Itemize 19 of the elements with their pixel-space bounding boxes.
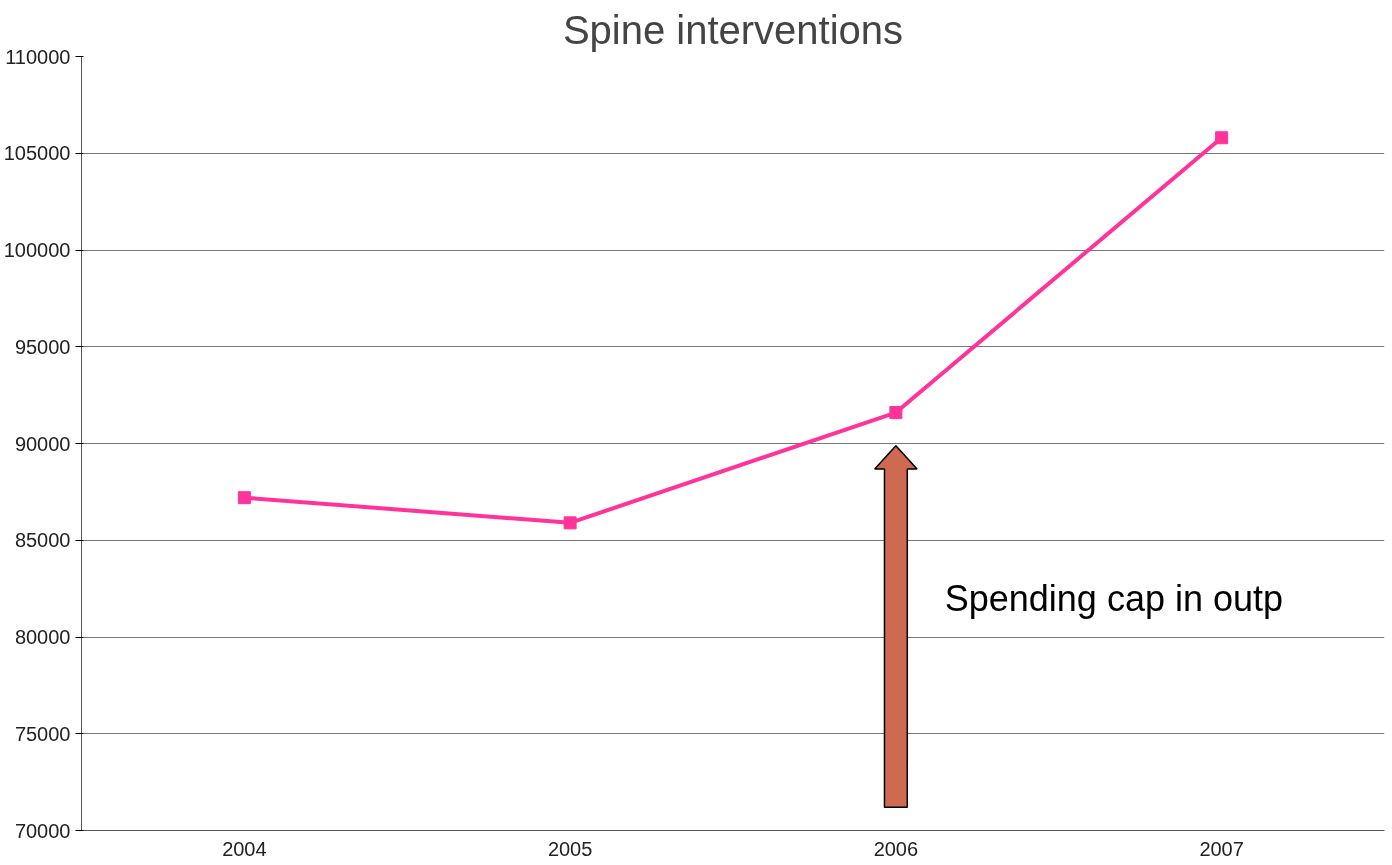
x-tick-label: 2007: [1199, 837, 1244, 860]
annotation: Spending cap in outp: [944, 577, 1284, 619]
point: [889, 406, 903, 420]
chart-title: Spine interventions: [562, 7, 904, 52]
y-tick-label: 110000: [5, 45, 71, 68]
y-tick-label: 95000: [14, 335, 71, 358]
y-tick-label: 85000: [14, 529, 71, 552]
point: [237, 491, 251, 505]
point: [563, 516, 577, 530]
x-tick-label: 2005: [547, 837, 593, 860]
y-tick-label: 75000: [14, 722, 71, 745]
x-tick-label: 2004: [222, 837, 267, 860]
x-tick-label: 2006: [873, 837, 919, 860]
point: [1215, 131, 1229, 145]
y-tick-label: 105000: [3, 142, 71, 165]
y-tick-label: 100000: [3, 239, 71, 261]
y-tick-label: 90000: [14, 432, 71, 455]
y-tick-label: 80000: [14, 626, 71, 648]
y-tick-label: 70000: [14, 819, 71, 842]
